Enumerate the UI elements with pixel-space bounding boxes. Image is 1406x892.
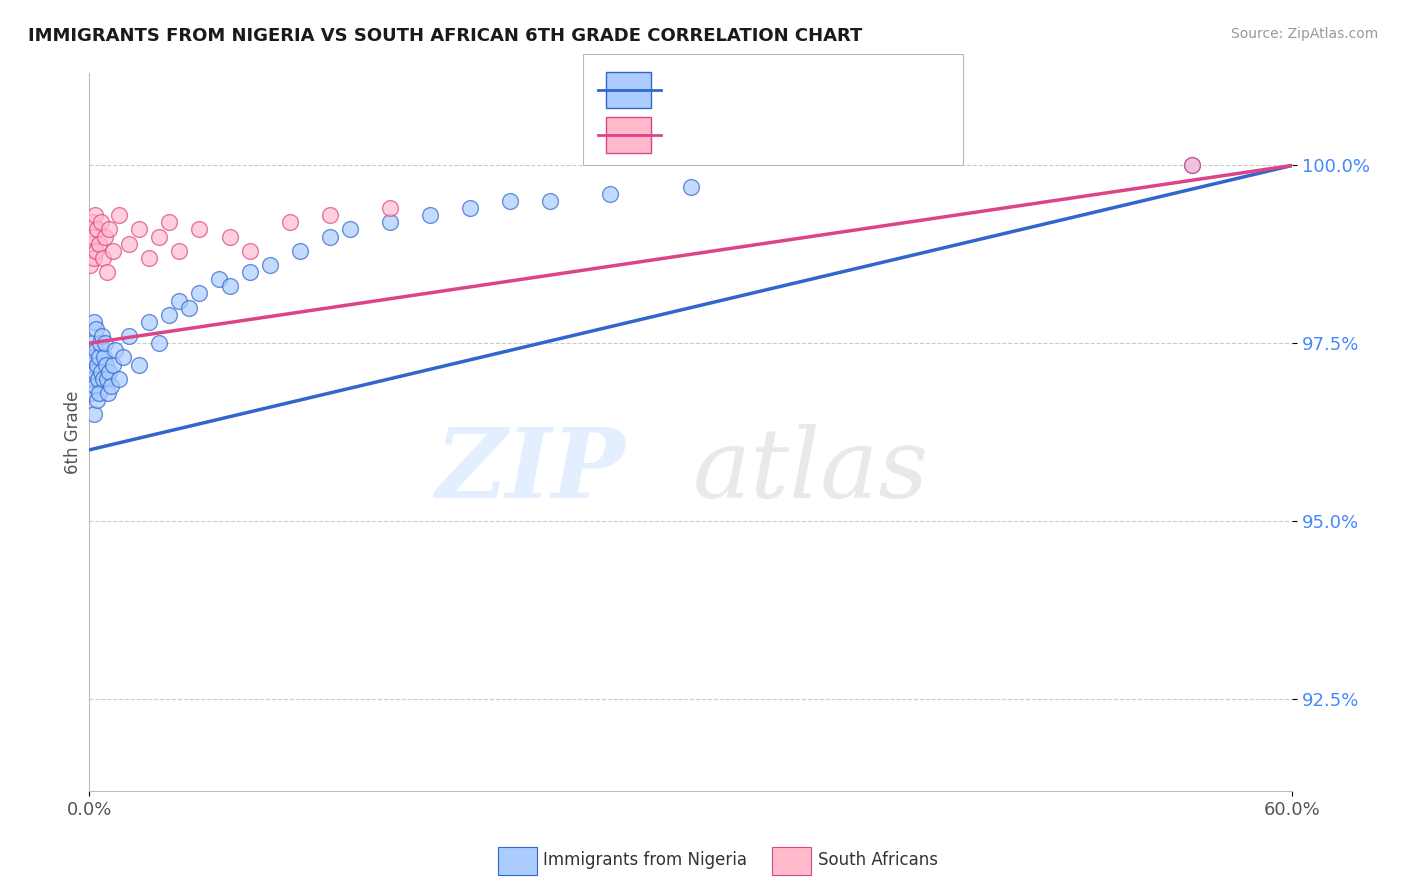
Point bbox=[98, 365, 121, 379]
Point bbox=[157, 308, 180, 322]
Point bbox=[319, 208, 342, 222]
Point bbox=[378, 215, 401, 229]
Point bbox=[118, 329, 141, 343]
Point bbox=[188, 222, 211, 236]
Point bbox=[238, 244, 260, 258]
Point bbox=[91, 372, 114, 386]
Point bbox=[84, 343, 107, 358]
Point bbox=[319, 229, 342, 244]
Point bbox=[82, 351, 104, 365]
Point bbox=[82, 372, 104, 386]
Point bbox=[138, 251, 160, 265]
Point bbox=[128, 358, 150, 372]
Point bbox=[103, 244, 125, 258]
Point bbox=[89, 336, 111, 351]
Point bbox=[138, 315, 160, 329]
Point bbox=[157, 215, 180, 229]
Point bbox=[259, 258, 281, 272]
Point bbox=[96, 358, 118, 372]
Point bbox=[82, 358, 104, 372]
Point bbox=[93, 351, 115, 365]
Point bbox=[238, 265, 260, 279]
Point bbox=[458, 201, 481, 215]
Point bbox=[94, 336, 117, 351]
Point bbox=[419, 208, 441, 222]
Point bbox=[86, 358, 108, 372]
Point bbox=[83, 251, 105, 265]
Point bbox=[80, 236, 103, 251]
Text: atlas: atlas bbox=[693, 425, 929, 518]
Point bbox=[91, 251, 114, 265]
Point bbox=[89, 236, 111, 251]
Y-axis label: 6th Grade: 6th Grade bbox=[65, 391, 82, 474]
Point bbox=[84, 365, 107, 379]
Point bbox=[91, 329, 114, 343]
Point bbox=[104, 343, 127, 358]
Point bbox=[1181, 158, 1204, 172]
Point bbox=[378, 201, 401, 215]
Point bbox=[86, 222, 108, 236]
Point bbox=[90, 215, 112, 229]
Point bbox=[96, 372, 118, 386]
Point bbox=[89, 386, 111, 401]
Text: R = 0.406   N = 54: R = 0.406 N = 54 bbox=[664, 74, 848, 92]
Point bbox=[118, 236, 141, 251]
Point bbox=[208, 272, 231, 286]
Point bbox=[83, 408, 105, 422]
Point bbox=[79, 258, 101, 272]
Point bbox=[94, 229, 117, 244]
Point bbox=[100, 379, 122, 393]
Point bbox=[218, 279, 240, 293]
Text: Immigrants from Nigeria: Immigrants from Nigeria bbox=[543, 851, 747, 869]
Point bbox=[499, 194, 522, 208]
Text: R = 0.364   N = 29: R = 0.364 N = 29 bbox=[664, 118, 848, 136]
Point bbox=[87, 372, 110, 386]
Point bbox=[83, 315, 105, 329]
Point bbox=[90, 365, 112, 379]
Text: IMMIGRANTS FROM NIGERIA VS SOUTH AFRICAN 6TH GRADE CORRELATION CHART: IMMIGRANTS FROM NIGERIA VS SOUTH AFRICAN… bbox=[28, 27, 862, 45]
Point bbox=[97, 386, 120, 401]
Text: South Africans: South Africans bbox=[818, 851, 938, 869]
Point bbox=[188, 286, 211, 301]
Point bbox=[339, 222, 361, 236]
Point bbox=[96, 265, 118, 279]
Point bbox=[84, 322, 107, 336]
Point bbox=[103, 358, 125, 372]
Point bbox=[128, 222, 150, 236]
Point bbox=[108, 372, 131, 386]
Point bbox=[288, 244, 311, 258]
Point bbox=[86, 393, 108, 408]
Point bbox=[84, 379, 107, 393]
Text: ZIP: ZIP bbox=[436, 425, 626, 518]
Point bbox=[278, 215, 301, 229]
Point bbox=[179, 301, 201, 315]
Point bbox=[82, 229, 104, 244]
Point bbox=[89, 351, 111, 365]
Point bbox=[169, 244, 191, 258]
Point bbox=[538, 194, 561, 208]
Point bbox=[148, 336, 170, 351]
Point bbox=[599, 186, 621, 201]
Point bbox=[1181, 158, 1204, 172]
Point bbox=[82, 336, 104, 351]
Point bbox=[108, 208, 131, 222]
Point bbox=[679, 179, 702, 194]
Point bbox=[169, 293, 191, 308]
Point bbox=[80, 386, 103, 401]
Point bbox=[84, 208, 107, 222]
Point bbox=[84, 244, 107, 258]
Text: Source: ZipAtlas.com: Source: ZipAtlas.com bbox=[1230, 27, 1378, 41]
Point bbox=[112, 351, 135, 365]
Point bbox=[82, 215, 104, 229]
Point bbox=[148, 229, 170, 244]
Point bbox=[98, 222, 121, 236]
Point bbox=[218, 229, 240, 244]
